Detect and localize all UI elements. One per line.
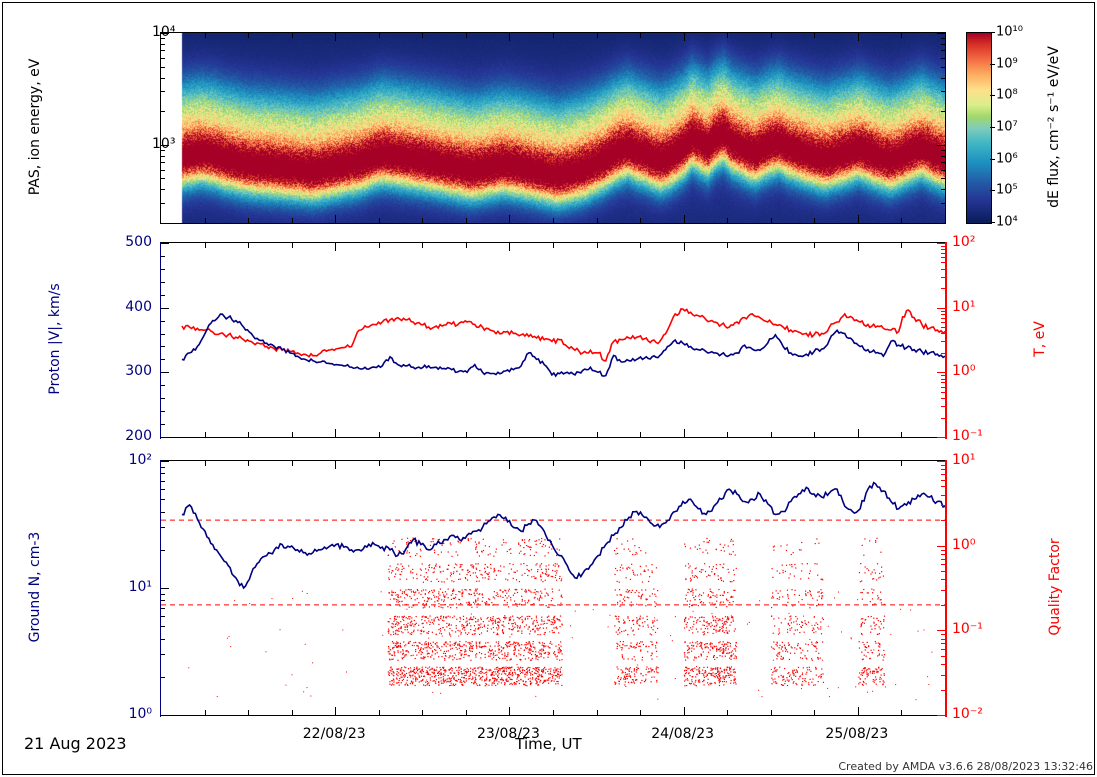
panel3-left-ytick: 10⁰	[129, 706, 152, 722]
panel-spectrogram	[160, 32, 946, 224]
panel3-right-ytick: 10⁰	[952, 537, 975, 553]
panel2-right-ytick: 10²	[952, 234, 975, 250]
panel3-right-ytick: 10¹	[952, 452, 975, 468]
panel3-right-ytick: 10⁻¹	[952, 621, 983, 637]
panel-velocity-temperature	[160, 242, 946, 438]
panel3-ylabel-left: Ground N, cm-3	[27, 532, 43, 643]
panel1-ylabel: PAS, ion energy, eV	[27, 59, 43, 196]
colorbar-tick-label: 10⁶	[996, 151, 1018, 166]
x-tick-label: 25/08/23	[825, 726, 888, 742]
colorbar-tick-label: 10¹⁰	[996, 25, 1023, 40]
colorbar-tick-label: 10⁴	[996, 215, 1018, 230]
start-date-label: 21 Aug 2023	[24, 734, 127, 753]
panel3-ylabel-right: Quality Factor	[1047, 538, 1063, 635]
credit-label: Created by AMDA v3.6.6 28/08/2023 13:32:…	[838, 760, 1093, 773]
x-tick-label: 24/08/23	[651, 726, 714, 742]
colorbar	[966, 32, 992, 224]
panel2-left-ytick: 300	[125, 363, 152, 379]
panel2-left-ytick: 200	[125, 428, 152, 444]
panel2-right-ytick: 10⁻¹	[952, 428, 983, 444]
panel3-left-ytick: 10²	[129, 452, 152, 468]
panel-density-quality	[160, 460, 946, 716]
panel2-right-ytick: 10⁰	[952, 363, 975, 379]
colorbar-tick-label: 10⁹	[996, 56, 1018, 71]
panel2-left-ytick: 500	[125, 234, 152, 250]
panel3-right-ytick: 10⁻²	[952, 706, 983, 722]
panel2-left-ytick: 400	[125, 299, 152, 315]
panel2-ylabel-right: T, eV	[1032, 321, 1048, 357]
panel2-right-ytick: 10¹	[952, 299, 975, 315]
x-tick-label: 22/08/23	[303, 726, 366, 742]
colorbar-label: dE flux, cm⁻² s⁻¹ eV/eV	[1046, 46, 1062, 208]
panel3-left-ytick: 10¹	[129, 579, 152, 595]
x-tick-label: 23/08/23	[477, 726, 540, 742]
colorbar-tick-label: 10⁸	[996, 88, 1018, 103]
colorbar-tick-label: 10⁵	[996, 183, 1018, 198]
panel2-ylabel-left: Proton |V|, km/s	[47, 283, 63, 394]
colorbar-tick-label: 10⁷	[996, 120, 1018, 135]
